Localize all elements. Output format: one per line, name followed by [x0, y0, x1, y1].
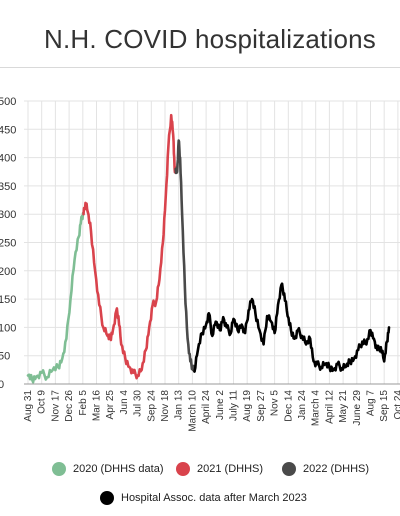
x-tick-label: Dec 14: [283, 390, 294, 422]
x-tick-label: Aug 19: [242, 390, 253, 422]
series-line-4: [193, 282, 391, 373]
y-tick-label: 400: [0, 153, 16, 165]
x-tick-label: Jan 13: [174, 390, 185, 420]
x-tick-label: Dec 26: [64, 390, 75, 422]
x-tick-label: Aug 7: [366, 390, 377, 417]
legend-swatch-2020: [52, 462, 66, 476]
y-tick-label: 450: [0, 124, 16, 136]
x-tick-label: April 24: [201, 390, 212, 424]
y-tick-label: 250: [0, 238, 16, 250]
x-tick-label: July 11: [229, 390, 240, 421]
x-tick-label: Nov 17: [50, 390, 61, 422]
x-tick-label: Apr 25: [105, 390, 116, 420]
legend-label-2022: 2022 (DHHS): [303, 463, 370, 475]
legend-label-2021: 2021 (DHHS): [197, 463, 264, 475]
x-tick-label: Oct 9: [37, 390, 48, 414]
series-line-1: [26, 211, 85, 384]
legend-label-hospital-assoc: Hospital Assoc. data after March 2023: [121, 492, 307, 504]
x-tick-label: April 12: [324, 390, 335, 424]
legend-swatch-2021: [176, 462, 190, 476]
y-tick-label: 350: [0, 181, 16, 193]
y-tick-label: 0: [0, 379, 4, 391]
series-line-2: [82, 113, 177, 380]
legend-swatch-hospital-assoc: [100, 491, 114, 505]
x-tick-label: Sep 24: [146, 390, 157, 422]
y-tick-label: 200: [0, 266, 16, 278]
y-tick-label: 500: [0, 96, 16, 108]
y-tick-label: 50: [0, 351, 10, 363]
series-line-3: [174, 139, 196, 373]
legend-item-hospital-assoc: Hospital Assoc. data after March 2023: [100, 491, 307, 505]
legend-swatch-2022: [282, 462, 296, 476]
x-tick-label: Jul 30: [133, 390, 144, 417]
legend-item-2021: 2021 (DHHS): [176, 462, 263, 476]
chart-title: N.H. COVID hospitalizations: [44, 24, 376, 54]
x-tick-label: Jun 4: [119, 390, 130, 415]
legend-item-2020: 2020 (DHHS data): [52, 462, 164, 476]
x-tick-label: Mar 16: [92, 390, 103, 422]
legend-label-2020: 2020 (DHHS data): [73, 463, 164, 475]
x-tick-label: Nov 5: [270, 390, 281, 417]
x-tick-label: June 2: [215, 390, 226, 420]
x-tick-label: March 4: [311, 390, 322, 427]
x-tick-label: March 10: [187, 390, 198, 432]
x-tick-label: Jan 24: [297, 390, 308, 420]
x-tick-label: Oct 24: [393, 390, 400, 420]
x-tick-label: Sep 15: [379, 390, 390, 422]
x-tick-label: Sep 27: [256, 390, 267, 422]
x-tick-label: Aug 31: [23, 390, 34, 422]
legend-item-2022: 2022 (DHHS): [282, 462, 369, 476]
y-tick-label: 150: [0, 294, 16, 306]
x-tick-label: Nov 18: [160, 390, 171, 422]
x-tick-label: Feb 5: [78, 390, 89, 416]
y-tick-label: 300: [0, 209, 16, 221]
x-tick-label: May 21: [338, 390, 349, 423]
x-tick-label: June 29: [352, 390, 363, 426]
title-divider: [0, 67, 400, 68]
y-tick-label: 100: [0, 322, 16, 334]
